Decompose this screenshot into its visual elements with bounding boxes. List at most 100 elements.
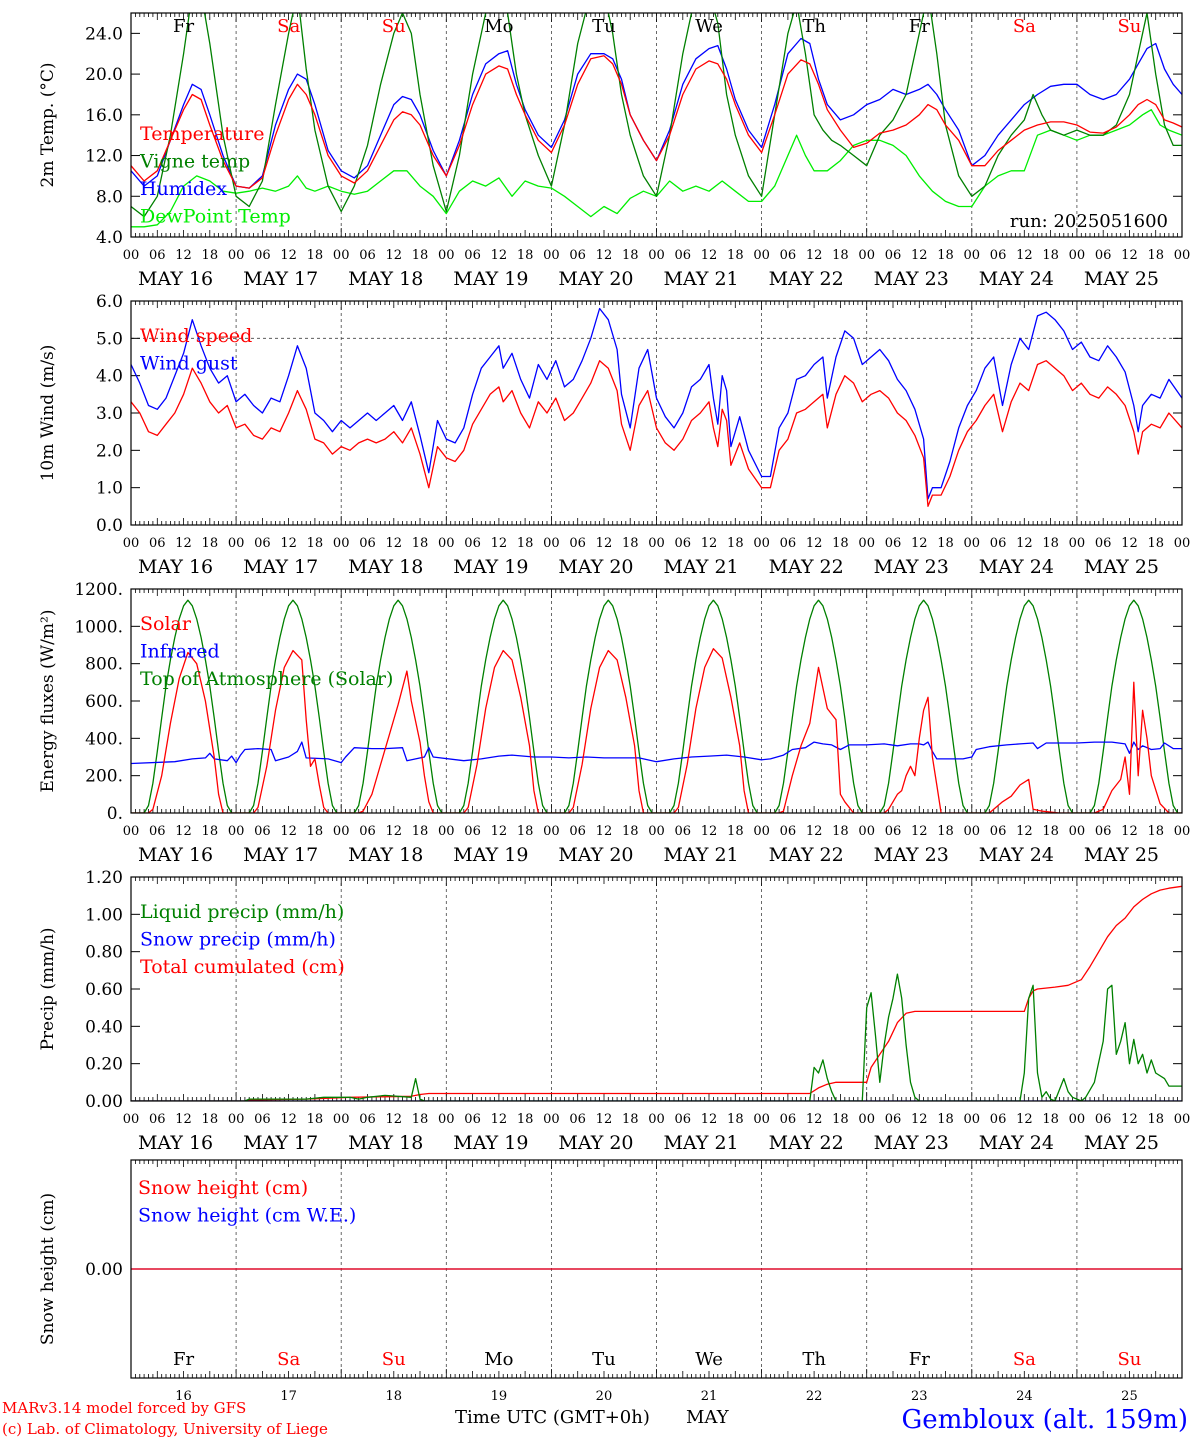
legend-entry: Total cumulated (cm) <box>140 956 345 978</box>
hour-label: 06 <box>569 248 586 263</box>
hour-label: 18 <box>517 536 534 551</box>
hour-label: 00 <box>1174 248 1191 263</box>
hour-label: 12 <box>385 248 402 263</box>
date-label: MAY 19 <box>453 1132 528 1154</box>
hour-label: 18 <box>412 536 429 551</box>
day-number-label: 17 <box>280 1389 297 1404</box>
y-tick-label: 1200. <box>74 580 123 600</box>
date-label: MAY 24 <box>979 268 1054 290</box>
y-tick-label: 4.0 <box>96 228 123 248</box>
legend-entry: Top of Atmosphere (Solar) <box>140 668 393 690</box>
day-number-label: 20 <box>596 1389 613 1404</box>
series-line-top-of-atmosphere-solar <box>131 599 1182 813</box>
hour-label: 06 <box>149 248 166 263</box>
legend-entry: DewPoint Temp <box>140 206 291 228</box>
weekday-label: Fr <box>173 16 194 37</box>
date-label: MAY 19 <box>453 268 528 290</box>
time-axis-label: Time UTC (GMT+0h) <box>455 1407 650 1428</box>
hour-label: 12 <box>1016 1112 1033 1127</box>
hour-label: 00 <box>228 536 245 551</box>
hour-label: 12 <box>596 824 613 839</box>
hour-label: 12 <box>175 536 192 551</box>
legend-entry: Snow height (cm W.E.) <box>138 1205 356 1227</box>
snow-height-panel: 0.00 Snow height (cm) Snow height (cm) Snow… <box>38 1159 1183 1404</box>
hour-label: 00 <box>123 248 140 263</box>
hour-label: 18 <box>1042 1112 1059 1127</box>
y-axis-label: 2m Temp. (°C) <box>38 62 58 187</box>
hour-label: 00 <box>228 824 245 839</box>
y-tick-label: 5.0 <box>96 329 123 349</box>
hour-label: 06 <box>254 1112 271 1127</box>
date-label: MAY 16 <box>138 268 213 290</box>
hour-label: 00 <box>858 536 875 551</box>
hour-label: 18 <box>937 536 954 551</box>
hour-label: 00 <box>1174 1112 1191 1127</box>
hour-label: 18 <box>622 824 639 839</box>
y-tick-label: 20.0 <box>85 65 123 85</box>
date-label: MAY 19 <box>453 556 528 578</box>
series-line-total-cumulated-cm <box>131 885 1182 1101</box>
hour-label: 00 <box>228 248 245 263</box>
weekday-label: Tu <box>592 1349 616 1370</box>
hour-label: 18 <box>517 1112 534 1127</box>
run-label: run: 2025051600 <box>1010 211 1168 232</box>
day-number-label: 23 <box>911 1389 928 1404</box>
hour-label: 18 <box>202 824 219 839</box>
date-label: MAY 24 <box>979 844 1054 866</box>
hour-label: 00 <box>753 536 770 551</box>
hour-label: 12 <box>1121 1112 1138 1127</box>
y-axis-label: Snow height (cm) <box>38 1193 58 1345</box>
hour-label: 18 <box>622 248 639 263</box>
hour-label: 12 <box>1016 536 1033 551</box>
hour-label: 12 <box>1121 248 1138 263</box>
hour-label: 12 <box>911 824 928 839</box>
hour-label: 18 <box>1147 824 1164 839</box>
hour-label: 00 <box>123 1112 140 1127</box>
y-tick-label: 0.60 <box>85 980 123 1000</box>
y-tick-label: 0.40 <box>85 1017 123 1037</box>
legend-entry: Humidex <box>140 178 227 200</box>
hour-label: 06 <box>1095 824 1112 839</box>
y-tick-label: 1000. <box>74 617 123 637</box>
legend-entry: Wind speed <box>140 325 252 347</box>
hour-label: 12 <box>175 1112 192 1127</box>
date-label: MAY 24 <box>979 556 1054 578</box>
hour-label: 18 <box>517 824 534 839</box>
y-tick-label: 1.00 <box>85 905 123 925</box>
date-label: MAY 25 <box>1084 268 1159 290</box>
date-label: MAY 17 <box>243 268 318 290</box>
hour-label: 12 <box>806 248 823 263</box>
hour-label: 06 <box>569 536 586 551</box>
hour-label: 06 <box>464 1112 481 1127</box>
hour-label: 18 <box>412 1112 429 1127</box>
panel-frame <box>130 1159 1183 1379</box>
hour-label: 00 <box>964 824 981 839</box>
hour-label: 00 <box>858 1112 875 1127</box>
y-tick-label: 4.0 <box>96 367 123 387</box>
legend-entry: Solar <box>140 613 192 635</box>
series-line-dewpoint-temp <box>131 109 1182 228</box>
hour-label: 00 <box>964 536 981 551</box>
hour-label: 06 <box>1095 1112 1112 1127</box>
hour-label: 00 <box>228 1112 245 1127</box>
hour-label: 12 <box>491 1112 508 1127</box>
panel-frame <box>130 300 1183 526</box>
hour-label: 12 <box>280 1112 297 1127</box>
legend-entry: Wind gust <box>140 353 238 375</box>
hour-label: 00 <box>438 248 455 263</box>
date-label: MAY 20 <box>558 1132 633 1154</box>
hour-label: 12 <box>491 536 508 551</box>
date-label: MAY 22 <box>769 268 844 290</box>
hour-label: 00 <box>964 248 981 263</box>
y-tick-label: 0.20 <box>85 1055 123 1075</box>
weekday-label: Sa <box>1013 1349 1036 1370</box>
series-line-wind-gust <box>131 307 1182 500</box>
hour-label: 00 <box>753 248 770 263</box>
weekday-label: Th <box>802 1349 826 1370</box>
y-axis-label: 10m Wind (m/s) <box>38 345 58 482</box>
temperature-panel: 4.0 8.0 12.0 16.0 20.0 24.0 2m Temp. (°C) Tempe… <box>38 12 1191 290</box>
hour-label: 18 <box>1147 536 1164 551</box>
hour-label: 00 <box>1174 536 1191 551</box>
legend-entry: Vigne temp <box>139 151 250 173</box>
date-label: MAY 20 <box>558 556 633 578</box>
